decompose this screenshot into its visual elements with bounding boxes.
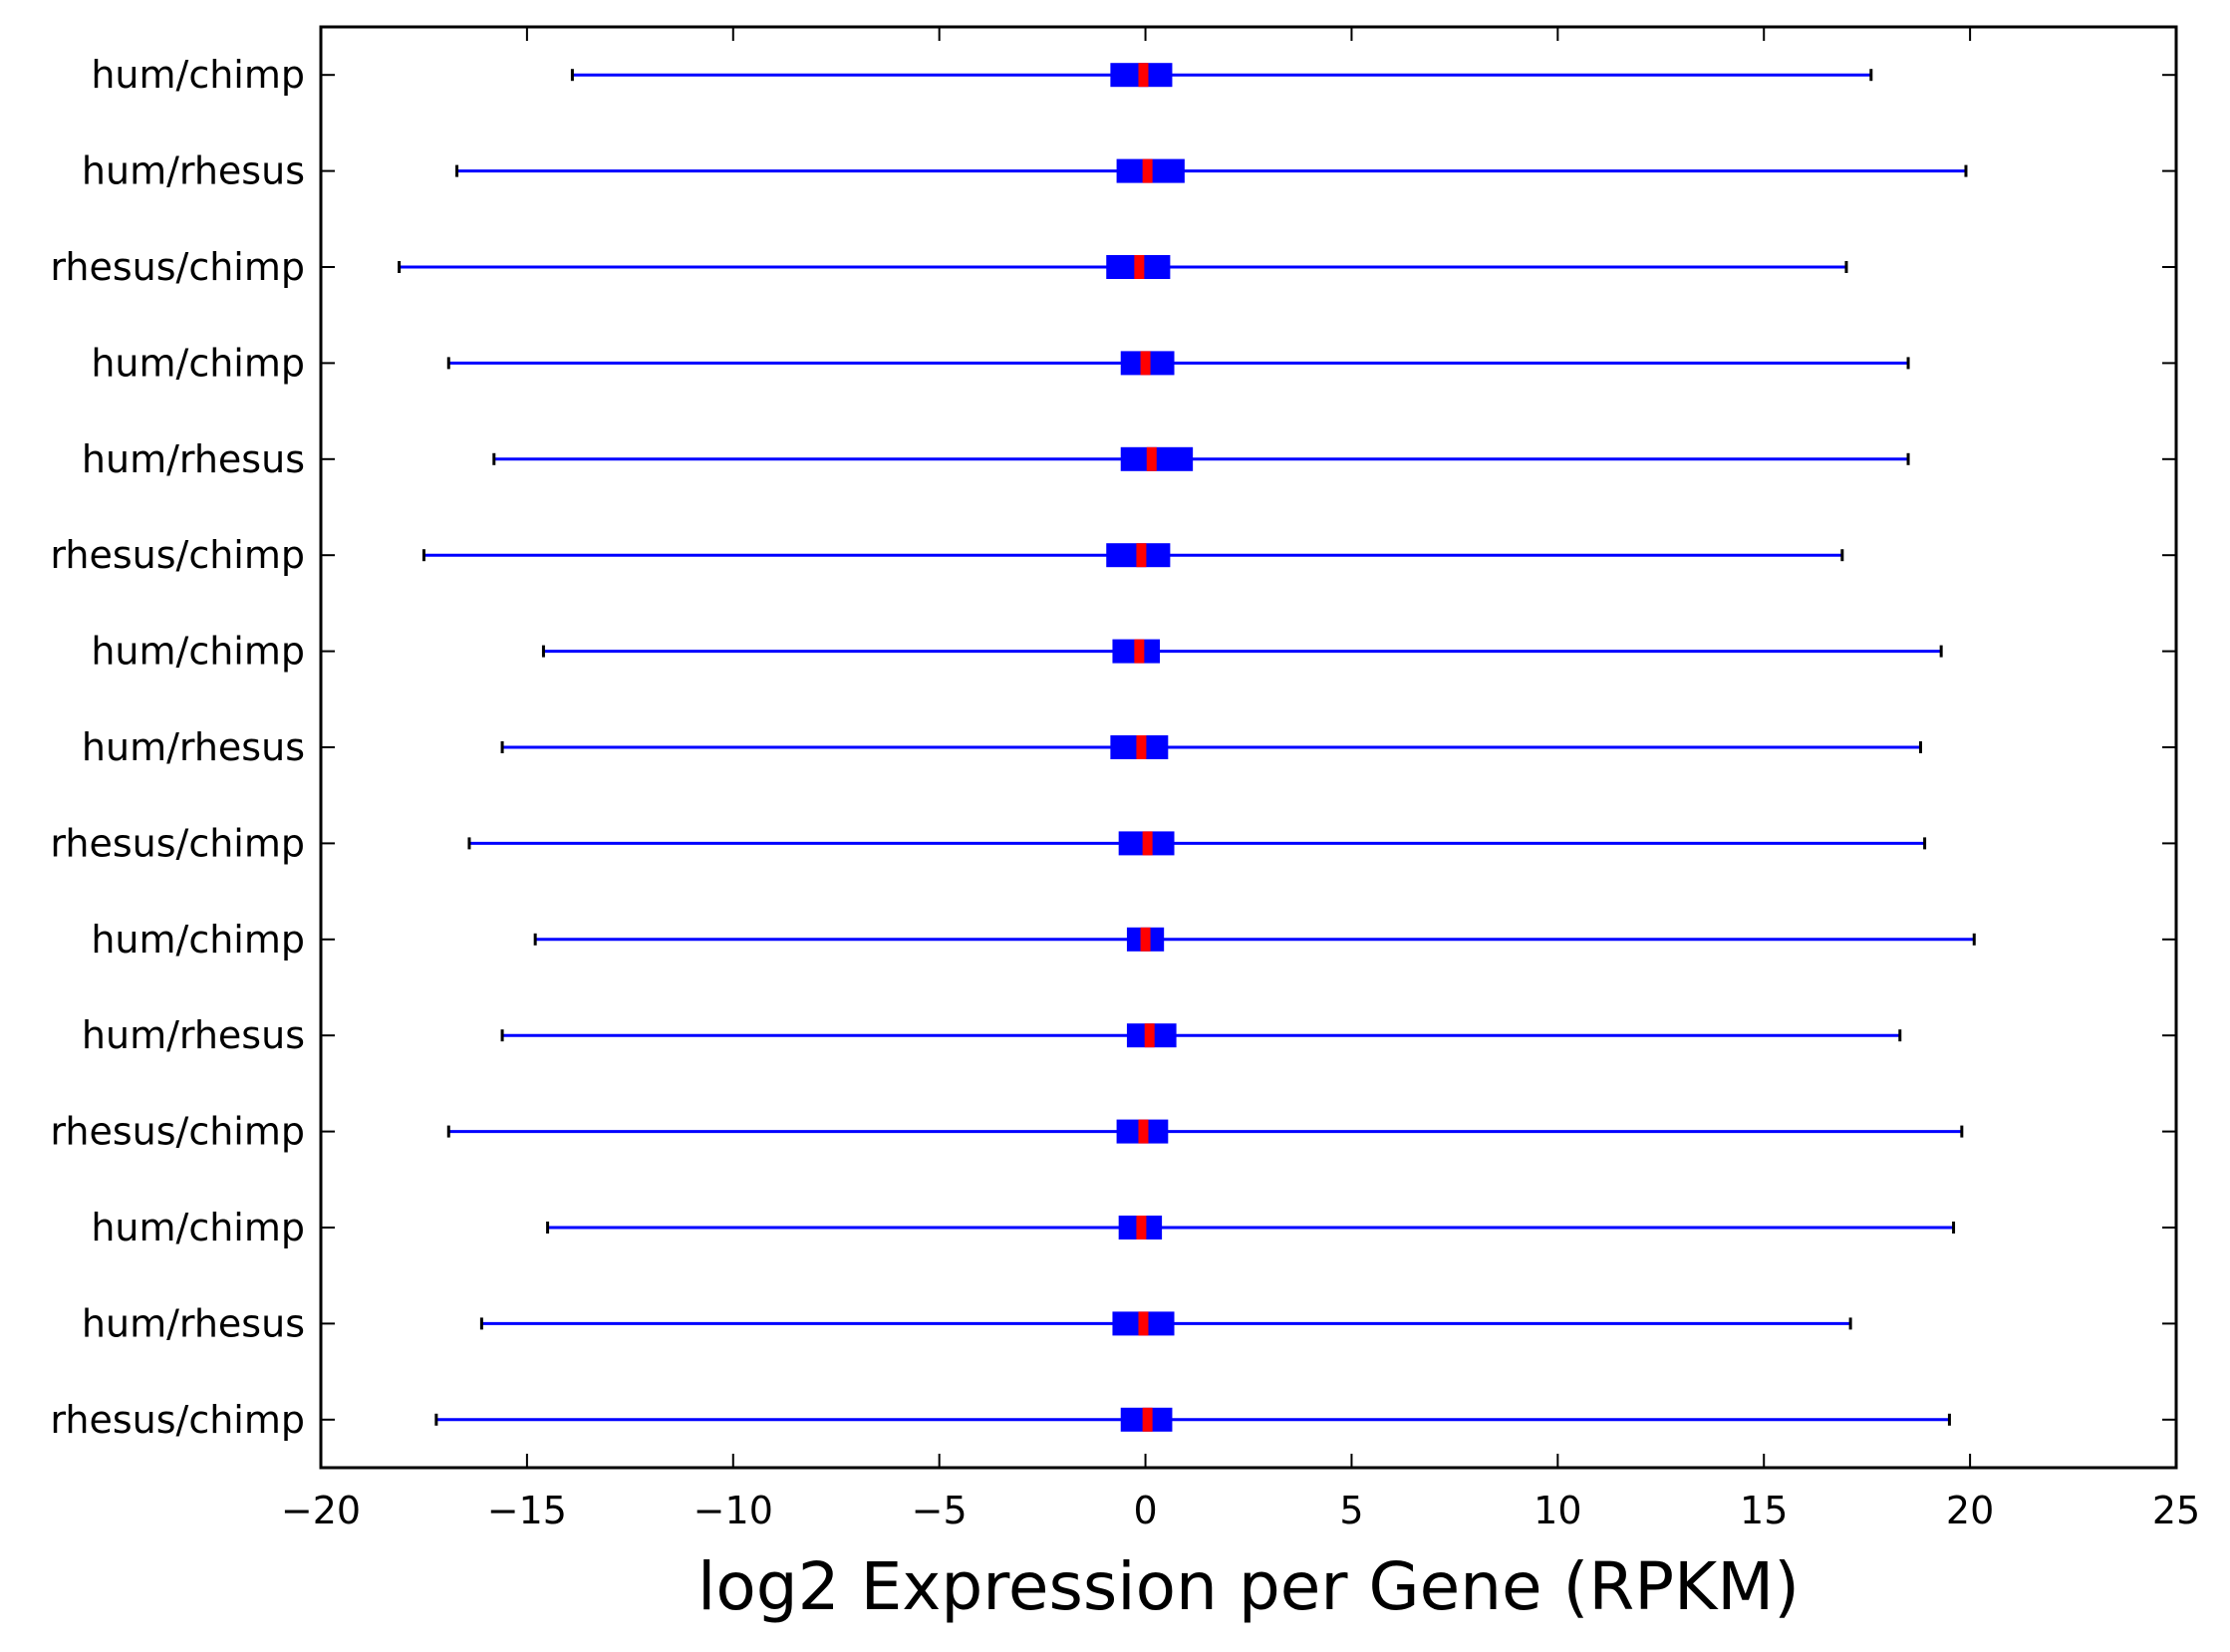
- box-item: [500, 735, 1922, 759]
- box-iqr: [1120, 446, 1194, 471]
- median-line: [1136, 735, 1147, 759]
- box-item: [492, 446, 1910, 471]
- x-tick-label: −10: [694, 1489, 773, 1532]
- median-line: [1142, 831, 1153, 856]
- y-tick-label: hum/rhesus: [82, 1301, 305, 1345]
- box-series: [398, 63, 1976, 1432]
- box-item: [398, 255, 1848, 279]
- y-tick-label: hum/chimp: [91, 918, 305, 962]
- x-tick-label: −5: [912, 1489, 968, 1532]
- median-line: [1142, 158, 1153, 183]
- box-item: [533, 927, 1976, 952]
- median-line: [1138, 63, 1149, 88]
- box-item: [467, 831, 1927, 856]
- median-line: [1136, 543, 1147, 568]
- y-axis-ticks: hum/chimp hum/rhesus rhesus/chimp hum/chimp…: [50, 53, 2176, 1442]
- x-tick-label: 20: [1946, 1489, 1994, 1532]
- y-tick-label: hum/chimp: [91, 341, 305, 385]
- x-axis-ticks: −20 −15 −10 −5 0 5 10 15 20 25: [281, 27, 2200, 1532]
- x-axis-label: log2 Expression per Gene (RPKM): [697, 1548, 1800, 1625]
- median-line: [1134, 639, 1145, 664]
- median-line: [1134, 255, 1145, 279]
- x-tick-label: −15: [487, 1489, 567, 1532]
- x-tick-label: 0: [1133, 1489, 1157, 1532]
- x-tick-label: −20: [281, 1489, 361, 1532]
- median-line: [1142, 1407, 1153, 1432]
- x-tick-label: 5: [1339, 1489, 1363, 1532]
- y-tick-label: rhesus/chimp: [50, 821, 305, 865]
- median-line: [1136, 1216, 1147, 1239]
- y-tick-label: rhesus/chimp: [50, 1110, 305, 1154]
- box-item: [541, 639, 1943, 664]
- box-item: [434, 1407, 1951, 1432]
- x-tick-label: 15: [1740, 1489, 1788, 1532]
- box-item: [546, 1216, 1956, 1239]
- y-tick-label: rhesus/chimp: [50, 245, 305, 289]
- median-line: [1140, 927, 1151, 952]
- box-item: [446, 1119, 1964, 1144]
- y-tick-label: rhesus/chimp: [50, 1398, 305, 1442]
- y-tick-label: hum/chimp: [91, 53, 305, 97]
- median-line: [1144, 1023, 1155, 1048]
- y-tick-label: hum/rhesus: [82, 437, 305, 481]
- median-line: [1146, 446, 1157, 471]
- box-item: [479, 1311, 1852, 1336]
- x-tick-label: 10: [1533, 1489, 1581, 1532]
- box-item: [446, 351, 1910, 376]
- y-tick-label: hum/rhesus: [82, 1013, 305, 1057]
- y-tick-label: hum/rhesus: [82, 725, 305, 769]
- box-item: [455, 158, 1968, 183]
- box-item: [421, 543, 1844, 568]
- x-tick-label: 25: [2152, 1489, 2200, 1532]
- y-tick-label: rhesus/chimp: [50, 533, 305, 577]
- box-item: [500, 1023, 1902, 1048]
- median-line: [1138, 1119, 1149, 1144]
- box-item: [570, 63, 1873, 88]
- median-line: [1140, 351, 1151, 376]
- plot-frame: [319, 25, 2178, 1470]
- median-line: [1138, 1311, 1149, 1336]
- y-tick-label: hum/rhesus: [82, 149, 305, 193]
- y-tick-label: hum/chimp: [91, 630, 305, 674]
- y-tick-label: hum/chimp: [91, 1206, 305, 1249]
